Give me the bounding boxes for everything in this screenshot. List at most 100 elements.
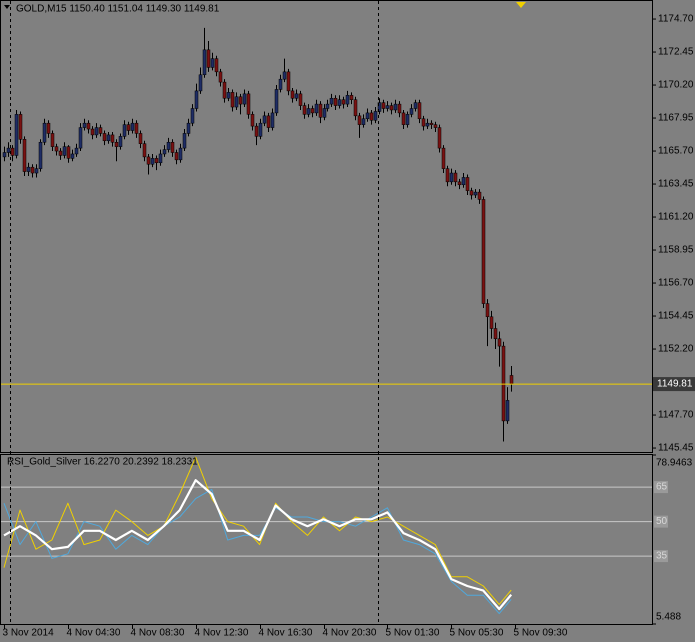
candle-body [329, 97, 334, 105]
y-tick-label: 1158.95 [658, 245, 694, 256]
candle-body [86, 122, 91, 130]
candle-body [90, 128, 95, 136]
price-panel-frame [0, 0, 653, 453]
candle-body [50, 133, 55, 147]
candle-body [373, 111, 378, 121]
indicator-line [3, 488, 512, 615]
candle-body [349, 95, 354, 100]
candle-body [146, 156, 151, 165]
level-label: 50 [656, 516, 668, 527]
y-tick-label: 1163.45 [658, 179, 694, 190]
candle-body [433, 124, 438, 128]
candle-body [314, 103, 319, 114]
candle-body [2, 152, 7, 158]
candle-body [425, 122, 430, 127]
candle-body [465, 177, 470, 191]
candle-body [70, 153, 75, 159]
menu-arrow[interactable] [4, 5, 10, 9]
candle-body [473, 191, 478, 196]
candle-body [270, 112, 275, 128]
candle-body [421, 118, 426, 127]
candle-body [505, 400, 510, 422]
candle-body [453, 172, 458, 183]
candle-body [190, 108, 195, 124]
last-price-box [653, 377, 695, 392]
candle-body [166, 141, 171, 150]
x-tick-label: 4 Nov 12:30 [195, 628, 249, 639]
candle-body [234, 96, 239, 108]
candle-body [485, 303, 490, 318]
candle-body [250, 114, 255, 127]
x-tick-label: 5 Nov 05:30 [450, 628, 504, 639]
candle-body [18, 114, 23, 140]
candle-body [34, 168, 39, 174]
candle-body [6, 147, 11, 153]
candle-body [222, 81, 227, 99]
candle-body [66, 146, 71, 159]
candle-body [118, 136, 123, 147]
candle-body [333, 97, 338, 106]
indicator-panel-frame [0, 454, 653, 625]
x-tick-label: 5 Nov 01:30 [386, 628, 440, 639]
candle-body [286, 71, 291, 92]
candle-body [274, 89, 279, 114]
candle-body [158, 153, 163, 164]
candle-body [365, 112, 370, 120]
candle-body [10, 147, 15, 156]
candle-body [134, 122, 139, 134]
candle-body [198, 74, 203, 92]
candle-body [461, 177, 466, 186]
candle-body [290, 90, 295, 99]
candle-body [509, 375, 514, 385]
candle-body [102, 133, 107, 142]
candle-body [194, 90, 199, 109]
candle-body [150, 158, 155, 165]
candle-body [58, 150, 63, 156]
candle-body [262, 115, 267, 124]
candle-body [138, 133, 143, 144]
y-tick-label: 1174.70 [658, 14, 694, 25]
candle-body [130, 122, 135, 131]
candle-body [477, 191, 482, 200]
y-tick-label: 1165.70 [658, 146, 694, 157]
candle-body [186, 122, 191, 134]
candle-body [361, 118, 366, 125]
candle-body [242, 93, 247, 105]
candle-body [318, 103, 323, 118]
last-price-label: 1149.81 [657, 379, 693, 390]
y-tick-label: 5.488 [656, 612, 681, 623]
candle-body [409, 108, 414, 115]
candle-body [497, 338, 502, 347]
candle-body [238, 96, 243, 105]
candle-body [322, 108, 327, 118]
x-tick-label: 4 Nov 20:30 [323, 628, 377, 639]
chart-title: GOLD,M15 1150.40 1151.04 1149.30 1149.81 [16, 4, 220, 15]
candle-body [345, 95, 350, 105]
candle-body [310, 108, 315, 114]
y-tick-label: 1156.70 [658, 278, 694, 289]
candle-body [457, 181, 462, 186]
candle-body [469, 190, 474, 196]
candle-body [38, 141, 43, 169]
candle-body [393, 103, 398, 111]
candle-body [46, 122, 51, 134]
x-tick-label: 5 Nov 09:30 [514, 628, 568, 639]
candle-body [325, 103, 330, 109]
candle-body [210, 58, 215, 68]
candle-body [306, 108, 311, 115]
candle-body [385, 105, 390, 109]
candle-body [162, 149, 167, 155]
candle-body [258, 122, 263, 137]
candle-body [389, 105, 394, 111]
y-tick-label: 1167.95 [658, 113, 694, 124]
candle-body [381, 102, 386, 109]
candle-body [445, 168, 450, 183]
chart-shift-marker[interactable] [516, 2, 526, 8]
candle-body [449, 172, 454, 183]
x-tick-label: 4 Nov 08:30 [131, 628, 185, 639]
candle-body [353, 99, 358, 117]
candle-body [429, 122, 434, 125]
x-tick-label: 4 Nov 04:30 [67, 628, 121, 639]
candle-body [154, 158, 159, 164]
candle-body [226, 92, 231, 99]
